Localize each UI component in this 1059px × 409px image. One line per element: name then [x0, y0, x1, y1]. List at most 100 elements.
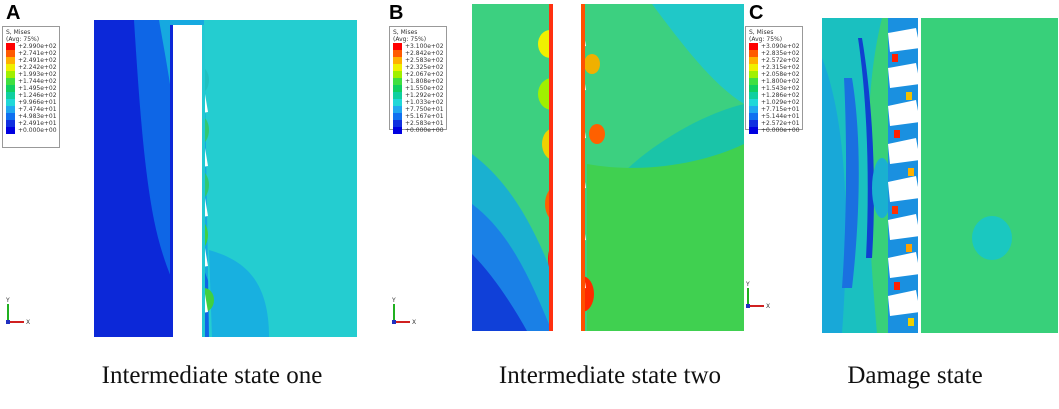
legend-row: +4.983e+01 [6, 113, 57, 120]
legend-swatch [749, 71, 758, 78]
legend-swatch [6, 92, 15, 99]
legend-value: +1.292e+02 [405, 92, 444, 99]
legend-subtitle: (Avg: 75%) [749, 36, 783, 43]
legend-swatch [749, 113, 758, 120]
legend-value: +4.983e+01 [18, 113, 57, 120]
legend-swatch [393, 64, 402, 71]
legend-row: +1.286e+02 [749, 92, 800, 99]
panel-b-contour-plot [472, 4, 744, 331]
legend-value: +2.572e+01 [761, 120, 800, 127]
legend-row: +1.292e+02 [393, 92, 444, 99]
legend-value: +1.550e+02 [405, 85, 444, 92]
legend-value: +2.583e+01 [405, 120, 444, 127]
legend-value: +2.242e+02 [18, 64, 57, 71]
legend-swatch [749, 57, 758, 64]
axis-y-label: Y [745, 281, 750, 288]
legend-row: +0.000e+00 [6, 127, 57, 134]
legend-row: +1.543e+02 [749, 85, 800, 92]
legend-scale: +2.990e+02 +2.741e+02 +2.491e+02 +2.242e+02… [6, 43, 57, 134]
legend-swatch [393, 50, 402, 57]
axis-x-label: X [26, 319, 30, 326]
legend-swatch [6, 50, 15, 57]
legend-row: +2.741e+02 [6, 50, 57, 57]
legend-value: +0.000e+00 [405, 127, 444, 134]
legend-swatch [749, 64, 758, 71]
legend-swatch [393, 127, 402, 134]
legend-row: +7.474e+01 [6, 106, 57, 113]
legend-row: +2.583e+02 [393, 57, 444, 64]
legend-value: +7.750e+01 [405, 106, 444, 113]
panel-c-legend: S, Mises (Avg: 75%) +3.090e+02 +2.835e+02… [745, 26, 803, 134]
legend-row: +2.315e+02 [749, 64, 800, 71]
legend-swatch [393, 78, 402, 85]
legend-swatch [6, 78, 15, 85]
legend-row: +2.491e+02 [6, 57, 57, 64]
legend-swatch [749, 85, 758, 92]
legend-swatch [393, 106, 402, 113]
legend-row: +2.583e+01 [393, 120, 444, 127]
legend-value: +5.167e+01 [405, 113, 444, 120]
panel-b-axis-triad: Y X [391, 297, 416, 326]
legend-swatch [393, 99, 402, 106]
legend-value: +5.144e+01 [761, 113, 800, 120]
axis-y-label: Y [5, 297, 10, 304]
legend-swatch [393, 85, 402, 92]
panel-a-caption: Intermediate state one [101, 362, 323, 389]
legend-row: +3.100e+02 [393, 43, 444, 50]
legend-row: +2.242e+02 [6, 64, 57, 71]
axis-x-label: X [412, 319, 416, 326]
legend-row: +2.990e+02 [6, 43, 57, 50]
legend-swatch [749, 43, 758, 50]
legend-scale: +3.090e+02 +2.835e+02 +2.572e+02 +2.315e+02… [749, 43, 800, 134]
legend-swatch [749, 50, 758, 57]
legend-swatch [749, 120, 758, 127]
legend-value: +7.715e+01 [761, 106, 800, 113]
legend-value: +2.067e+02 [405, 71, 444, 78]
legend-value: +1.033e+02 [405, 99, 444, 106]
legend-value: +2.741e+02 [18, 50, 57, 57]
legend-row: +2.491e+01 [6, 120, 57, 127]
legend-value: +2.835e+02 [761, 50, 800, 57]
legend-swatch [6, 99, 15, 106]
legend-row: +3.090e+02 [749, 43, 800, 50]
legend-title: S, Mises [749, 29, 774, 36]
panel-a-legend: S, Mises (Avg: 75%) +2.990e+02 +2.741e+02… [2, 26, 60, 148]
legend-swatch [6, 85, 15, 92]
axis-x-label: X [766, 303, 770, 310]
legend-value: +1.029e+02 [761, 99, 800, 106]
legend-subtitle: (Avg: 75%) [6, 36, 40, 43]
legend-swatch [6, 71, 15, 78]
legend-row: +1.550e+02 [393, 85, 444, 92]
legend-swatch [393, 71, 402, 78]
panel-a-axis-triad: Y X [5, 297, 30, 326]
legend-row: +1.800e+02 [749, 78, 800, 85]
legend-row: +1.744e+02 [6, 78, 57, 85]
panel-c-contour-plot [822, 18, 1058, 333]
legend-row: +2.842e+02 [393, 50, 444, 57]
panel-c-caption: Damage state [847, 362, 983, 389]
legend-swatch [6, 57, 15, 64]
legend-swatch [393, 120, 402, 127]
legend-row: +7.715e+01 [749, 106, 800, 113]
legend-swatch [393, 113, 402, 120]
legend-row: +1.495e+02 [6, 85, 57, 92]
legend-value: +2.583e+02 [405, 57, 444, 64]
legend-row: +5.144e+01 [749, 113, 800, 120]
legend-row: +9.966e+01 [6, 99, 57, 106]
legend-swatch [749, 106, 758, 113]
panel-b-caption: Intermediate state two [498, 362, 722, 389]
legend-value: +1.495e+02 [18, 85, 57, 92]
legend-row: +2.058e+02 [749, 71, 800, 78]
legend-value: +2.058e+02 [761, 71, 800, 78]
legend-value: +2.325e+02 [405, 64, 444, 71]
legend-scale: +3.100e+02 +2.842e+02 +2.583e+02 +2.325e+02… [393, 43, 444, 134]
legend-value: +2.491e+02 [18, 57, 57, 64]
axis-y-label: Y [391, 297, 396, 304]
legend-row: +1.033e+02 [393, 99, 444, 106]
legend-row: +1.993e+02 [6, 71, 57, 78]
legend-value: +7.474e+01 [18, 106, 57, 113]
legend-value: +1.800e+02 [761, 78, 800, 85]
legend-row: +1.808e+02 [393, 78, 444, 85]
legend-value: +3.090e+02 [761, 43, 800, 50]
legend-swatch [6, 43, 15, 50]
